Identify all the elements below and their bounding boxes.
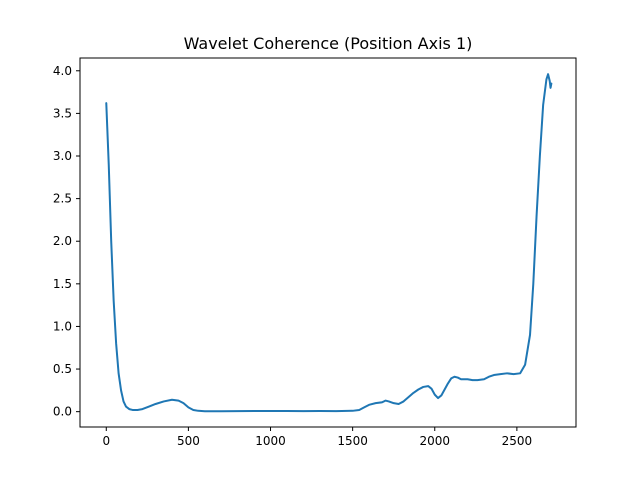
chart-title: Wavelet Coherence (Position Axis 1) xyxy=(184,34,473,53)
x-tick-label: 2000 xyxy=(419,434,450,448)
series-group xyxy=(105,73,553,413)
x-tick-label: 500 xyxy=(177,434,200,448)
y-tick-label: 3.5 xyxy=(53,106,72,120)
y-tick-label: 0.0 xyxy=(53,405,72,419)
y-tick-label: 2.0 xyxy=(53,234,72,248)
y-tick-label: 0.5 xyxy=(53,362,72,376)
x-tick-label: 2500 xyxy=(502,434,533,448)
plot-area: 0 500 1000 1500 2000 2500 0.0 0.5 1.0 1.5 2.0 2.5 3… xyxy=(53,57,577,448)
x-axis: 0 500 1000 1500 2000 2500 xyxy=(102,427,532,448)
y-tick-label: 4.0 xyxy=(53,64,72,78)
y-tick-label: 1.5 xyxy=(53,277,72,291)
y-tick-label: 2.5 xyxy=(53,192,72,206)
axes-frame xyxy=(79,57,577,428)
x-tick-label: 0 xyxy=(102,434,110,448)
y-axis: 0.0 0.5 1.0 1.5 2.0 2.5 3.0 3.5 4.0 xyxy=(53,64,80,419)
x-tick-label: 1000 xyxy=(255,434,286,448)
x-tick-label: 1500 xyxy=(337,434,368,448)
y-tick-label: 3.0 xyxy=(53,149,72,163)
y-tick-label: 1.0 xyxy=(53,319,72,333)
series-line-0 xyxy=(105,73,553,413)
